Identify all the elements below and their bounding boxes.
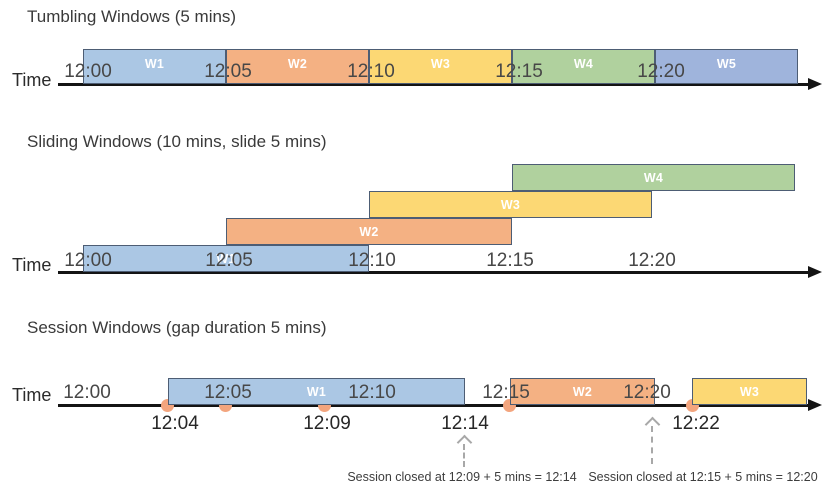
- tick-label: 12:05: [204, 61, 252, 82]
- session-window-w2: W2: [510, 378, 655, 405]
- tick-label: 12:10: [348, 250, 396, 271]
- tick-label: 12:20: [623, 382, 671, 403]
- tick-label: 12:00: [64, 250, 112, 271]
- sliding-window-w2: W2: [226, 218, 512, 245]
- tick-label: 12:20: [628, 250, 676, 271]
- window-label: W4: [643, 170, 664, 185]
- arrow-stem: [463, 444, 465, 467]
- tick-label: 12:20: [637, 61, 685, 82]
- session-window-w1: W1: [168, 378, 465, 405]
- session-axis-arrow-icon: [808, 399, 822, 411]
- tumbling-timeline-axis: [58, 83, 810, 86]
- sliding-window-w3: W3: [369, 191, 652, 218]
- window-label: W4: [573, 56, 594, 71]
- tumbling-window-w3: W3: [369, 49, 512, 84]
- event-time-label: 12:14: [441, 413, 489, 434]
- session-title: Session Windows (gap duration 5 mins): [27, 318, 327, 337]
- session-window-w3: W3: [692, 378, 807, 405]
- tumbling-window-w4: W4: [512, 49, 655, 84]
- window-label: W1: [306, 384, 327, 399]
- tick-label: 12:05: [204, 382, 252, 403]
- tumbling-axis-arrow-icon: [808, 78, 822, 90]
- window-label: W3: [739, 384, 760, 399]
- tick-label: 12:10: [347, 61, 395, 82]
- session-timeline-axis: [58, 404, 810, 407]
- window-label: W1: [144, 56, 165, 71]
- window-label: W2: [359, 224, 379, 239]
- arrow-stem: [651, 426, 653, 464]
- window-label: W5: [716, 56, 737, 71]
- sliding-axis-arrow-icon: [808, 266, 822, 278]
- sliding-title: Sliding Windows (10 mins, slide 5 mins): [27, 132, 327, 151]
- tick-label: 12:15: [486, 250, 534, 271]
- window-label: W3: [500, 197, 521, 212]
- tick-label: 12:15: [482, 382, 530, 403]
- event-time-label: 12:09: [303, 413, 351, 434]
- tumbling-window-w2: W2: [226, 49, 369, 84]
- sliding-window-w4: W4: [512, 164, 795, 191]
- session-time-label: Time: [12, 385, 52, 405]
- window-label: W2: [572, 384, 593, 399]
- tumbling-time-label: Time: [12, 70, 52, 90]
- session-closed-annotation: Session closed at 12:09 + 5 mins = 12:14: [347, 470, 577, 484]
- sliding-time-label: Time: [12, 255, 52, 275]
- tick-label: 12:10: [348, 382, 396, 403]
- tick-label: 12:00: [63, 382, 111, 403]
- tick-label: 12:00: [64, 61, 112, 82]
- tumbling-title: Tumbling Windows (5 mins): [27, 7, 237, 26]
- sliding-window-w1: W1: [83, 245, 369, 272]
- tumbling-window-w1: W1: [83, 49, 226, 84]
- tick-label: 12:15: [495, 61, 543, 82]
- window-label: W3: [430, 56, 451, 71]
- window-label: W1: [216, 251, 236, 266]
- tumbling-window-w5: W5: [655, 49, 798, 84]
- tick-label: 12:05: [205, 250, 253, 271]
- sliding-timeline-axis: [58, 271, 810, 274]
- window-label: W2: [287, 56, 308, 71]
- event-time-label: 12:04: [151, 413, 199, 434]
- event-time-label: 12:22: [672, 413, 720, 434]
- session-closed-annotation: Session closed at 12:15 + 5 mins = 12:20: [588, 470, 818, 484]
